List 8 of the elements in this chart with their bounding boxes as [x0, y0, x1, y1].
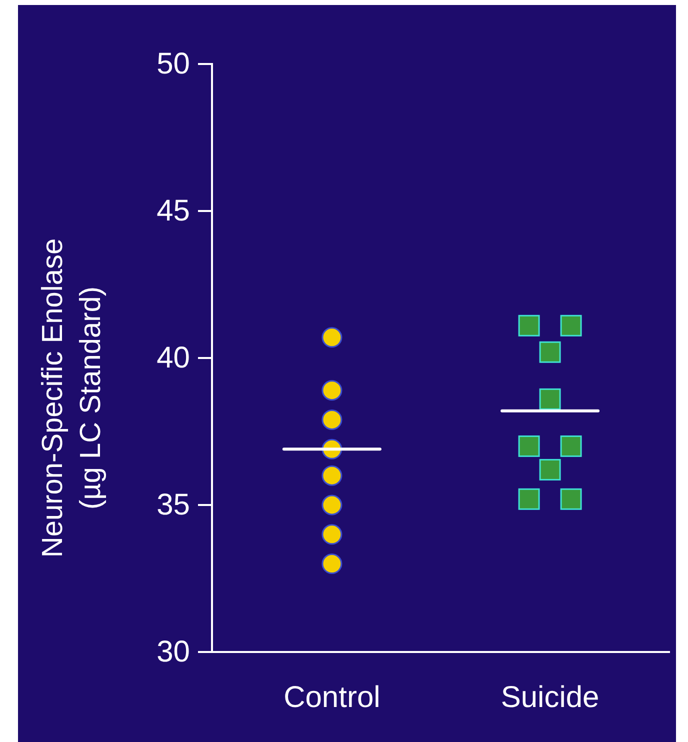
y-tick-label: 40 — [156, 342, 190, 375]
y-tick-label: 50 — [156, 48, 190, 81]
y-tick-label: 35 — [156, 488, 190, 522]
y-tick-label: 30 — [156, 636, 190, 669]
x-tick-label: Control — [284, 681, 380, 714]
y-axis-title: Neuron-Specific Enolase (µg LC Standard) — [37, 238, 107, 558]
x-tick-label: Suicide — [500, 681, 600, 714]
y-tick-label: 45 — [156, 194, 190, 228]
